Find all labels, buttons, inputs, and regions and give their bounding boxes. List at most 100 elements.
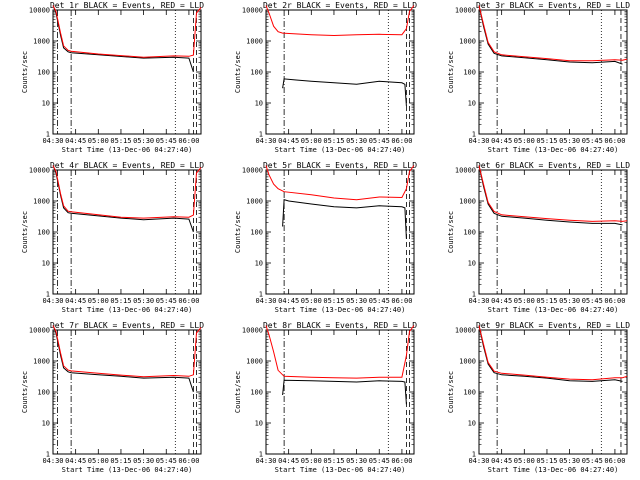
x-tick-label: 05:00: [514, 297, 535, 305]
x-tick-label: 05:00: [514, 137, 535, 145]
y-tick-label: 1000: [246, 358, 263, 366]
x-tick-label: 04:30: [468, 137, 489, 145]
y-tick-label: 10000: [455, 7, 476, 15]
x-tick-label: 05:30: [559, 137, 580, 145]
x-tick-label: 05:45: [369, 137, 390, 145]
chart-title: Det 3r BLACK = Events, RED = LLD: [476, 1, 630, 10]
y-tick-label: 10000: [455, 167, 476, 175]
plot-frame: [265, 169, 415, 295]
x-tick-label: 05:15: [110, 297, 131, 305]
x-tick-label: 05:15: [110, 457, 131, 465]
plot-frame: [52, 9, 202, 135]
y-axis-label: Counts/sec: [21, 51, 29, 93]
chart-title: Det 9r BLACK = Events, RED = LLD: [476, 321, 630, 330]
y-tick-label: 1: [46, 131, 50, 139]
y-tick-label: 1000: [459, 38, 476, 46]
chart-panel-2: Det 2r BLACK = Events, RED = LLD 1 10 100 10…: [234, 1, 417, 154]
x-tick-label: 06:00: [391, 457, 412, 465]
y-tick-label: 10000: [29, 327, 50, 335]
series-line-red: [265, 325, 415, 379]
plot-frame: [478, 9, 628, 135]
x-tick-label: 06:00: [604, 137, 625, 145]
y-tick-label: 10000: [242, 7, 263, 15]
y-tick-label: 1000: [246, 198, 263, 206]
x-tick-label: 04:30: [255, 457, 276, 465]
x-tick-label: 05:30: [559, 297, 580, 305]
series-line-red: [265, 165, 415, 201]
y-tick-label: 10: [468, 420, 476, 428]
y-axis-label: Counts/sec: [21, 211, 29, 253]
x-tick-label: 04:30: [468, 457, 489, 465]
x-tick-label: 04:45: [278, 297, 299, 305]
x-tick-label: 05:45: [156, 297, 177, 305]
series-line-red: [52, 165, 202, 219]
y-tick-label: 100: [37, 229, 50, 237]
x-tick-label: 05:45: [582, 137, 603, 145]
y-axis-label: Counts/sec: [447, 51, 455, 93]
y-tick-label: 10000: [29, 167, 50, 175]
series-line-red: [52, 325, 202, 378]
x-axis-label: Start Time (13-Dec-06 04:27:40): [488, 466, 619, 474]
x-axis-label: Start Time (13-Dec-06 04:27:40): [275, 306, 406, 314]
y-tick-label: 10: [255, 100, 263, 108]
x-tick-label: 04:45: [65, 137, 86, 145]
x-tick-label: 04:45: [65, 297, 86, 305]
chart-title: Det 2r BLACK = Events, RED = LLD: [263, 1, 417, 10]
y-tick-label: 100: [463, 389, 476, 397]
series-line-red: [478, 325, 628, 381]
y-tick-label: 1: [259, 291, 263, 299]
x-tick-label: 04:45: [491, 137, 512, 145]
x-tick-label: 04:30: [255, 297, 276, 305]
y-tick-label: 1000: [33, 358, 50, 366]
x-tick-label: 04:45: [278, 457, 299, 465]
x-tick-label: 05:30: [346, 297, 367, 305]
y-tick-label: 100: [250, 69, 263, 77]
x-tick-label: 05:00: [88, 457, 109, 465]
x-tick-label: 05:00: [301, 457, 322, 465]
y-tick-label: 1000: [33, 38, 50, 46]
y-tick-label: 1: [259, 451, 263, 459]
chart-title: Det 6r BLACK = Events, RED = LLD: [476, 161, 630, 170]
x-tick-label: 05:30: [133, 137, 154, 145]
y-tick-label: 1000: [459, 358, 476, 366]
y-tick-label: 1: [472, 131, 476, 139]
x-tick-label: 05:15: [536, 457, 557, 465]
x-tick-label: 05:15: [323, 297, 344, 305]
plot-frame: [52, 169, 202, 295]
plot-frame: [478, 329, 628, 455]
y-axis-label: Counts/sec: [447, 211, 455, 253]
y-axis-label: Counts/sec: [234, 211, 242, 253]
x-tick-label: 05:30: [133, 297, 154, 305]
y-tick-label: 100: [250, 229, 263, 237]
y-tick-label: 10000: [242, 327, 263, 335]
chart-panel-7: Det 7r BLACK = Events, RED = LLD 1 10 100 10…: [21, 321, 204, 474]
x-axis-label: Start Time (13-Dec-06 04:27:40): [488, 306, 619, 314]
x-axis-label: Start Time (13-Dec-06 04:27:40): [488, 146, 619, 154]
y-tick-label: 10: [42, 260, 50, 268]
y-tick-label: 10: [42, 100, 50, 108]
chart-panel-6: Det 6r BLACK = Events, RED = LLD 1 10 100 10…: [447, 161, 630, 314]
series-line-black: [282, 199, 407, 239]
x-tick-label: 06:00: [178, 457, 199, 465]
x-tick-label: 06:00: [178, 137, 199, 145]
y-axis-label: Counts/sec: [447, 371, 455, 413]
x-tick-label: 05:45: [369, 297, 390, 305]
chart-panel-1: Det 1r BLACK = Events, RED = LLD 1 10 100 10…: [21, 1, 204, 154]
x-axis-label: Start Time (13-Dec-06 04:27:40): [275, 146, 406, 154]
x-axis-label: Start Time (13-Dec-06 04:27:40): [62, 306, 193, 314]
plot-frame: [265, 329, 415, 455]
x-tick-label: 05:00: [301, 137, 322, 145]
x-tick-label: 05:15: [536, 297, 557, 305]
y-tick-label: 100: [37, 69, 50, 77]
series-line-black: [52, 325, 194, 393]
y-tick-label: 1: [46, 291, 50, 299]
y-tick-label: 10000: [29, 7, 50, 15]
series-line-red: [478, 5, 628, 62]
y-tick-label: 100: [250, 389, 263, 397]
y-tick-label: 10: [255, 420, 263, 428]
y-tick-label: 100: [463, 69, 476, 77]
x-tick-label: 05:30: [346, 457, 367, 465]
x-tick-label: 05:15: [536, 137, 557, 145]
x-tick-label: 06:00: [178, 297, 199, 305]
